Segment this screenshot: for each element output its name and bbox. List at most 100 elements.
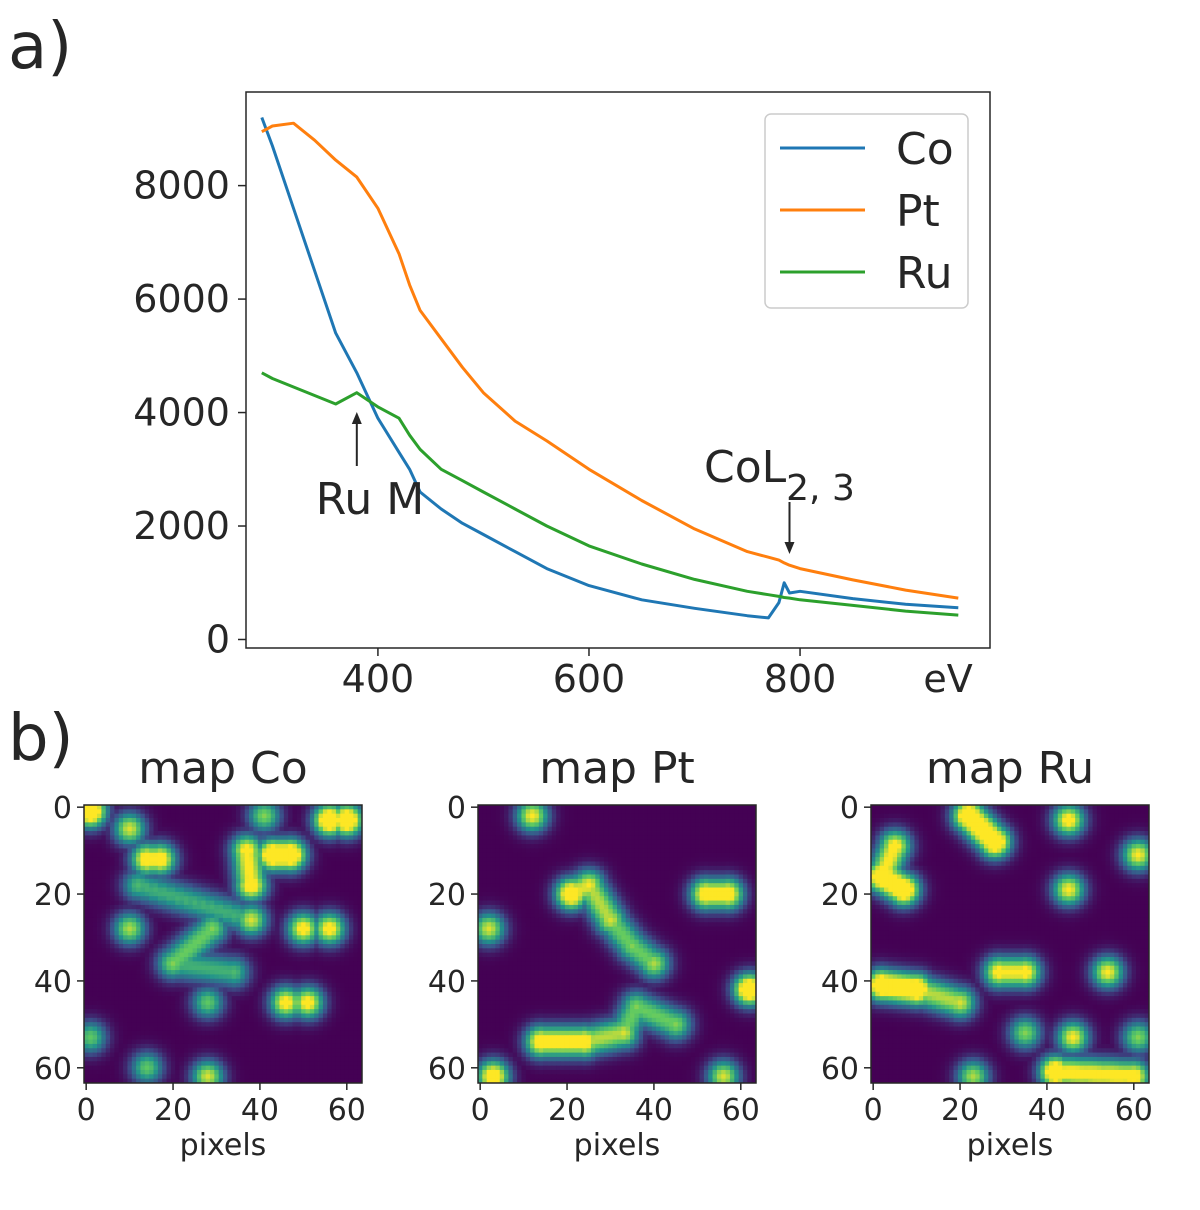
heatmap-cell [573, 813, 579, 819]
heatmap-cell [275, 944, 280, 949]
heatmap-cell [92, 818, 98, 823]
heatmap-cell [144, 883, 150, 888]
heatmap-cell [110, 822, 115, 828]
heatmap-cell [296, 939, 302, 945]
heatmap-cell [123, 1017, 128, 1023]
heatmap-cell [127, 917, 133, 923]
heatmap-cell [288, 1043, 293, 1049]
heatmap-cell [162, 970, 167, 975]
heatmap-cell [708, 813, 713, 819]
heatmap-cell [136, 1026, 141, 1032]
heatmap-cell [192, 818, 198, 823]
heatmap-cell [127, 974, 133, 980]
heatmap-cell [309, 891, 315, 897]
heatmap-cell [279, 957, 285, 962]
heatmap-cell [105, 1026, 111, 1032]
heatmap-cell [214, 983, 220, 988]
heatmap-cell [340, 935, 346, 941]
heatmap-cell [344, 1078, 350, 1084]
heatmap-cell [647, 848, 653, 854]
heatmap-cell [279, 865, 285, 871]
heatmap-cell [149, 996, 154, 1001]
heatmap-cell [543, 852, 548, 858]
heatmap-cell [643, 857, 648, 862]
heatmap-cell [114, 944, 120, 949]
heatmap-cell [231, 965, 237, 971]
heatmap-cell [504, 813, 509, 819]
heatmap-cell [309, 809, 315, 815]
heatmap-cell [131, 1061, 137, 1067]
heatmap-cell [327, 848, 332, 854]
heatmap-cell [344, 904, 350, 910]
heatmap-cell [556, 831, 561, 836]
heatmap-cell [301, 848, 306, 854]
heatmap-cell [651, 835, 657, 841]
heatmap-cell [677, 831, 683, 836]
heatmap-cell [149, 935, 154, 941]
heatmap-cell [214, 987, 220, 993]
heatmap-cell [279, 917, 285, 923]
heatmap-cell [209, 957, 215, 962]
heatmap-cell [656, 852, 661, 858]
heatmap-cell [262, 974, 267, 980]
heatmap-cell [170, 974, 176, 980]
heatmap-cell [621, 848, 627, 854]
heatmap-cell [201, 896, 207, 901]
heatmap-cell [244, 1065, 250, 1071]
heatmap-cell [123, 957, 128, 962]
heatmap-cell [205, 835, 211, 841]
heatmap-cell [175, 1000, 180, 1006]
heatmap-cell [318, 809, 324, 815]
heatmap-cell [179, 883, 185, 888]
heatmap-cell [643, 818, 648, 823]
heatmap-cell [253, 813, 259, 819]
heatmap-cell [495, 809, 501, 815]
heatmap-cell [179, 1043, 185, 1049]
heatmap-cell [340, 1056, 346, 1062]
heatmap-cell [262, 1022, 267, 1027]
heatmap-cell [486, 826, 492, 832]
heatmap-cell [279, 1078, 285, 1084]
heatmap-cell [249, 1074, 254, 1080]
heatmap-cell [322, 835, 328, 841]
heatmap-cell [218, 974, 224, 980]
heatmap-cell [608, 818, 614, 823]
heatmap-cell [236, 839, 241, 845]
heatmap-cells [478, 805, 757, 1084]
heatmap-cell [240, 839, 246, 845]
heatmap-cell [188, 935, 193, 941]
heatmap-cell [738, 839, 744, 845]
heatmap-cell [335, 818, 341, 823]
heatmap-cell [279, 1035, 285, 1040]
heatmap-cell [504, 818, 509, 823]
heatmap-cell [97, 1017, 102, 1023]
heatmap-cell [157, 913, 163, 919]
heatmap-cell [353, 944, 359, 949]
heatmap-cell [612, 805, 618, 810]
heatmap-cell [538, 818, 544, 823]
heatmap-cell [97, 835, 102, 841]
heatmap-cell [262, 935, 267, 941]
heatmap-cell [266, 917, 272, 923]
heatmap-cell [283, 891, 289, 897]
heatmap-cell [288, 896, 293, 901]
heatmap-cell [486, 848, 492, 854]
heatmap-cell [240, 913, 246, 919]
heatmap-cell [157, 1052, 163, 1058]
heatmap-cell [275, 896, 280, 901]
heatmap-cell [335, 857, 341, 862]
heatmap-cell [227, 822, 233, 828]
heatmap-cell [322, 852, 328, 858]
heatmap-cell [283, 991, 289, 997]
heatmap-cell [231, 939, 237, 945]
heatmap-cell [353, 822, 359, 828]
heatmap-cell [157, 909, 163, 914]
heatmap-cell [236, 944, 241, 949]
panel-label-a: a) [8, 10, 72, 84]
heatmap-cell [288, 944, 293, 949]
heatmap-cell [543, 848, 548, 854]
heatmap-cell [344, 930, 350, 936]
heatmap-cell [253, 939, 259, 945]
heatmap-cell [205, 896, 211, 901]
heatmap-cell [275, 1048, 280, 1053]
